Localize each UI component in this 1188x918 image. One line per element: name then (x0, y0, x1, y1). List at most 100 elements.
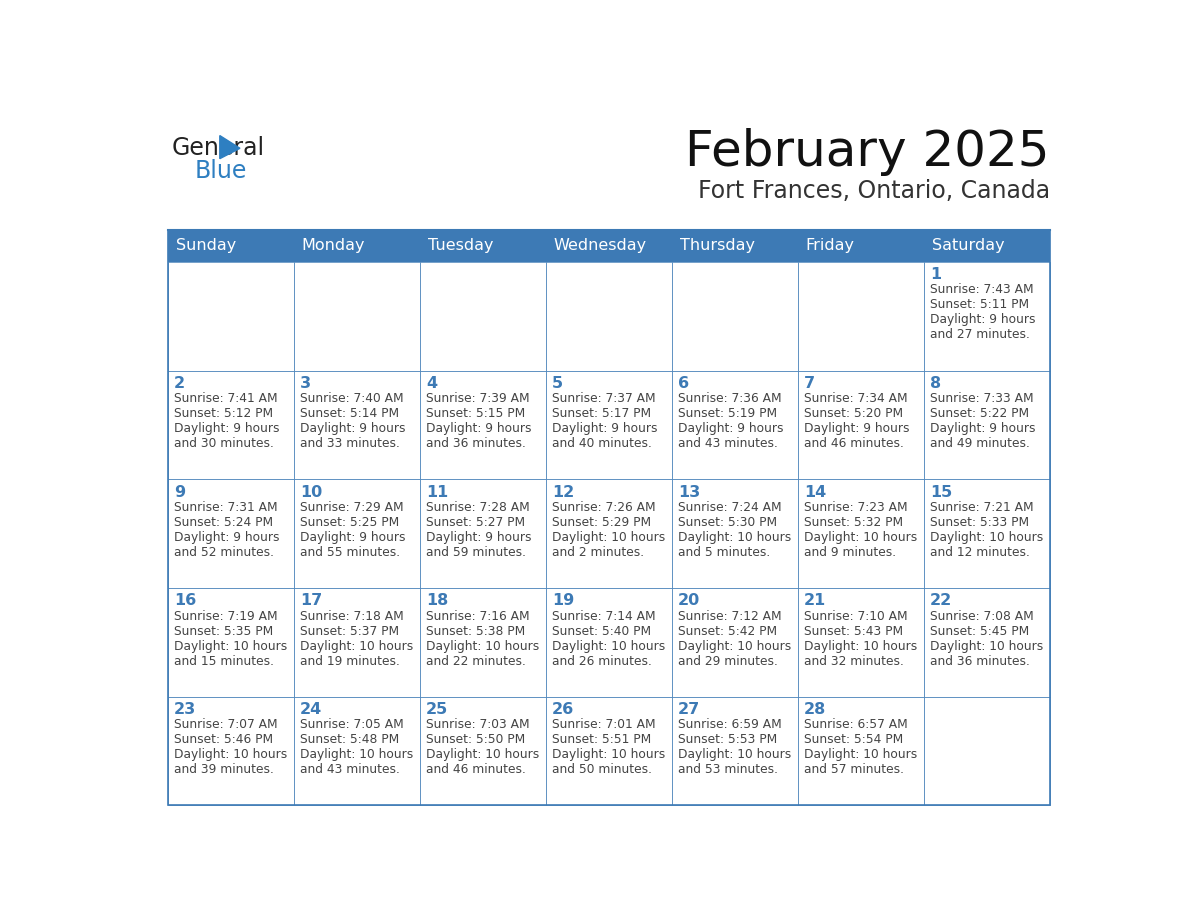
Text: Sunset: 5:29 PM: Sunset: 5:29 PM (552, 516, 651, 529)
Text: Daylight: 9 hours: Daylight: 9 hours (552, 422, 657, 435)
Text: Daylight: 9 hours: Daylight: 9 hours (426, 422, 531, 435)
Bar (672, 697, 798, 805)
Text: and 53 minutes.: and 53 minutes. (678, 764, 778, 777)
Text: Daylight: 10 hours: Daylight: 10 hours (678, 748, 791, 761)
Bar (924, 479, 1050, 588)
Text: Daylight: 9 hours: Daylight: 9 hours (301, 422, 405, 435)
Text: Sunrise: 7:31 AM: Sunrise: 7:31 AM (175, 501, 278, 514)
Bar (924, 262, 1050, 371)
Text: 8: 8 (930, 376, 941, 391)
Text: Daylight: 10 hours: Daylight: 10 hours (301, 640, 413, 653)
Bar (545, 697, 672, 805)
Text: Daylight: 10 hours: Daylight: 10 hours (804, 640, 917, 653)
Text: Sunset: 5:40 PM: Sunset: 5:40 PM (552, 624, 651, 638)
Text: and 15 minutes.: and 15 minutes. (175, 655, 274, 667)
Text: Daylight: 9 hours: Daylight: 9 hours (175, 531, 279, 543)
Text: and 12 minutes.: and 12 minutes. (930, 546, 1030, 559)
Bar (419, 371, 545, 479)
Bar (419, 697, 545, 805)
Bar (924, 371, 1050, 479)
Text: 28: 28 (804, 702, 827, 717)
Bar (672, 262, 798, 371)
Text: Sunset: 5:38 PM: Sunset: 5:38 PM (426, 624, 525, 638)
Text: Sunrise: 7:39 AM: Sunrise: 7:39 AM (426, 392, 530, 405)
Text: 2: 2 (175, 376, 185, 391)
Text: 11: 11 (426, 485, 448, 499)
Text: and 46 minutes.: and 46 minutes. (426, 764, 526, 777)
Text: 22: 22 (930, 593, 953, 609)
Text: Sunrise: 7:14 AM: Sunrise: 7:14 AM (552, 610, 656, 622)
Text: 21: 21 (804, 593, 827, 609)
Text: and 5 minutes.: and 5 minutes. (678, 546, 770, 559)
Text: Daylight: 10 hours: Daylight: 10 hours (552, 531, 665, 543)
Text: Sunrise: 7:16 AM: Sunrise: 7:16 AM (426, 610, 530, 622)
Bar (798, 588, 924, 697)
Text: Sunset: 5:30 PM: Sunset: 5:30 PM (678, 516, 777, 529)
Text: Sunday: Sunday (176, 238, 236, 253)
Text: Daylight: 10 hours: Daylight: 10 hours (301, 748, 413, 761)
Text: Sunset: 5:19 PM: Sunset: 5:19 PM (678, 408, 777, 420)
Text: Sunset: 5:14 PM: Sunset: 5:14 PM (301, 408, 399, 420)
Text: and 32 minutes.: and 32 minutes. (804, 655, 904, 667)
Text: 9: 9 (175, 485, 185, 499)
Text: Sunset: 5:43 PM: Sunset: 5:43 PM (804, 624, 903, 638)
Bar (672, 479, 798, 588)
Text: and 43 minutes.: and 43 minutes. (678, 437, 778, 450)
Bar (293, 588, 419, 697)
Text: Daylight: 10 hours: Daylight: 10 hours (930, 640, 1043, 653)
Text: Sunrise: 7:10 AM: Sunrise: 7:10 AM (804, 610, 908, 622)
Text: Sunset: 5:54 PM: Sunset: 5:54 PM (804, 733, 903, 746)
Text: Sunset: 5:24 PM: Sunset: 5:24 PM (175, 516, 273, 529)
Text: and 39 minutes.: and 39 minutes. (175, 764, 274, 777)
Bar (168, 697, 293, 805)
Bar (545, 371, 672, 479)
Text: and 50 minutes.: and 50 minutes. (552, 764, 652, 777)
Text: Sunset: 5:53 PM: Sunset: 5:53 PM (678, 733, 777, 746)
Text: Sunset: 5:11 PM: Sunset: 5:11 PM (930, 298, 1029, 311)
Text: Daylight: 9 hours: Daylight: 9 hours (426, 531, 531, 543)
Bar (545, 479, 672, 588)
Text: Sunset: 5:45 PM: Sunset: 5:45 PM (930, 624, 1029, 638)
Bar (419, 262, 545, 371)
Text: Sunrise: 7:23 AM: Sunrise: 7:23 AM (804, 501, 908, 514)
Text: 26: 26 (552, 702, 574, 717)
Text: and 59 minutes.: and 59 minutes. (426, 546, 526, 559)
Text: Sunset: 5:12 PM: Sunset: 5:12 PM (175, 408, 273, 420)
Bar (168, 371, 293, 479)
Text: and 57 minutes.: and 57 minutes. (804, 764, 904, 777)
Text: Saturday: Saturday (931, 238, 1004, 253)
Text: 1: 1 (930, 267, 941, 282)
Text: 27: 27 (678, 702, 700, 717)
Text: Sunrise: 7:18 AM: Sunrise: 7:18 AM (301, 610, 404, 622)
Text: Daylight: 10 hours: Daylight: 10 hours (552, 748, 665, 761)
Text: Sunrise: 7:07 AM: Sunrise: 7:07 AM (175, 718, 278, 732)
Text: 4: 4 (426, 376, 437, 391)
Text: Daylight: 10 hours: Daylight: 10 hours (804, 531, 917, 543)
Text: and 30 minutes.: and 30 minutes. (175, 437, 274, 450)
Text: Sunset: 5:48 PM: Sunset: 5:48 PM (301, 733, 399, 746)
Text: Sunrise: 7:37 AM: Sunrise: 7:37 AM (552, 392, 656, 405)
Text: Sunrise: 7:05 AM: Sunrise: 7:05 AM (301, 718, 404, 732)
Bar (293, 371, 419, 479)
Bar (798, 262, 924, 371)
Text: Sunset: 5:25 PM: Sunset: 5:25 PM (301, 516, 399, 529)
Text: Daylight: 10 hours: Daylight: 10 hours (930, 531, 1043, 543)
Text: and 27 minutes.: and 27 minutes. (930, 329, 1030, 341)
Text: Sunrise: 7:21 AM: Sunrise: 7:21 AM (930, 501, 1034, 514)
Text: Sunset: 5:20 PM: Sunset: 5:20 PM (804, 408, 903, 420)
Text: Sunrise: 7:36 AM: Sunrise: 7:36 AM (678, 392, 782, 405)
Text: and 46 minutes.: and 46 minutes. (804, 437, 904, 450)
Bar (419, 479, 545, 588)
Text: Monday: Monday (302, 238, 365, 253)
Text: 25: 25 (426, 702, 448, 717)
Text: Sunset: 5:42 PM: Sunset: 5:42 PM (678, 624, 777, 638)
Text: Daylight: 10 hours: Daylight: 10 hours (804, 748, 917, 761)
Bar (168, 588, 293, 697)
Text: Sunrise: 7:43 AM: Sunrise: 7:43 AM (930, 284, 1034, 297)
Text: Daylight: 9 hours: Daylight: 9 hours (678, 422, 784, 435)
Bar (293, 697, 419, 805)
Text: Sunrise: 7:34 AM: Sunrise: 7:34 AM (804, 392, 908, 405)
Bar (924, 697, 1050, 805)
Text: and 22 minutes.: and 22 minutes. (426, 655, 526, 667)
Bar (419, 588, 545, 697)
